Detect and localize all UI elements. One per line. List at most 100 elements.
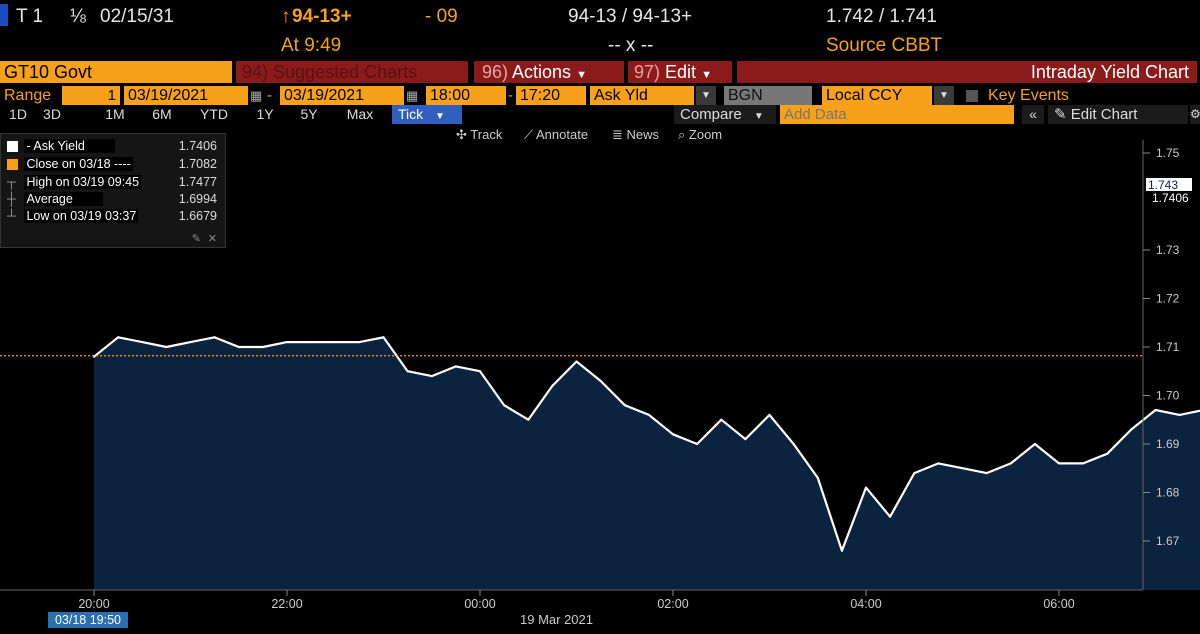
legend-value-low: 1.6679 bbox=[178, 209, 217, 223]
legend-label-close: Close on 03/18 ---- bbox=[24, 157, 133, 171]
ask-yield-point bbox=[1154, 409, 1157, 411]
last-price: 94-13+ bbox=[292, 6, 352, 27]
edit-label: Edit bbox=[665, 62, 697, 82]
compare-label: Compare bbox=[680, 106, 742, 123]
ask-yield-point bbox=[768, 413, 771, 416]
news-icon: ≣ bbox=[612, 127, 623, 142]
edit-number: 97) bbox=[634, 62, 661, 82]
legend-row-close[interactable]: Close on 03/18 ---- bbox=[7, 156, 133, 173]
tab-5y[interactable]: 5Y bbox=[300, 106, 318, 122]
ask-yield-point bbox=[599, 379, 602, 382]
legend-value-ask-yield: 1.7406 bbox=[178, 139, 217, 153]
settings-gear-icon[interactable]: ⚙ bbox=[1190, 105, 1200, 124]
news-tool[interactable]: ≣ News bbox=[612, 127, 659, 143]
time-range-dash: - bbox=[508, 87, 513, 104]
ask-yield-point bbox=[165, 346, 168, 348]
pin-icon[interactable]: ✎ bbox=[191, 233, 201, 245]
legend-row-average[interactable]: ┼ Average bbox=[7, 191, 103, 208]
annotate-line-icon: ⟋ bbox=[524, 127, 534, 142]
ask-yield-point bbox=[551, 384, 554, 387]
security-field[interactable]: GT10 Govt bbox=[0, 61, 232, 83]
end-date-field[interactable]: 03/19/2021 bbox=[280, 86, 404, 105]
bid-ask-size: -- x -- bbox=[608, 35, 654, 56]
tab-tick-dropdown-icon: ▼ bbox=[435, 111, 445, 122]
tab-1y[interactable]: 1Y bbox=[256, 106, 274, 122]
start-time-field[interactable]: 18:00 bbox=[426, 86, 506, 105]
legend-row-high[interactable]: ┬ High on 03/19 09:45 bbox=[7, 174, 142, 191]
edit-menu[interactable]: 97) Edit ▼ bbox=[628, 61, 732, 83]
ask-yield-point bbox=[985, 472, 988, 475]
ask-yield-point bbox=[286, 341, 288, 344]
price-change: - 09 bbox=[425, 6, 458, 27]
start-date-field[interactable]: 03/19/2021 bbox=[124, 86, 248, 105]
ask-yield-point bbox=[720, 418, 723, 421]
y-tick-label: 1.68 bbox=[1156, 486, 1180, 500]
edit-chart-button[interactable]: ✎ Edit Chart bbox=[1048, 105, 1188, 124]
end-time-field[interactable]: 17:20 bbox=[516, 86, 586, 105]
collapse-double-chevron-icon[interactable]: « bbox=[1022, 105, 1044, 124]
tab-1m[interactable]: 1M bbox=[105, 106, 125, 122]
field-dropdown-icon[interactable]: ▼ bbox=[696, 86, 716, 105]
field-select[interactable]: Ask Yld bbox=[590, 86, 694, 105]
x-tick-label: 22:00 bbox=[271, 597, 302, 611]
edit-chart-label: Edit Chart bbox=[1070, 106, 1138, 123]
ask-yield-point bbox=[310, 341, 313, 344]
y-tick-label: 1.73 bbox=[1156, 243, 1180, 257]
y-tick-label: 1.71 bbox=[1156, 340, 1180, 354]
ask-yield-point bbox=[1106, 452, 1109, 455]
ask-yield-point bbox=[1082, 462, 1085, 465]
compare-menu[interactable]: Compare ▼ bbox=[674, 105, 776, 124]
tab-tick-label: Tick bbox=[398, 106, 424, 122]
ask-yield-point bbox=[1009, 462, 1012, 465]
legend-value-high: 1.7477 bbox=[178, 175, 217, 189]
tab-6m[interactable]: 6M bbox=[152, 106, 172, 122]
chart-legend: - Ask Yield 1.7406 Close on 03/18 ---- 1… bbox=[0, 133, 226, 248]
ask-yield-area bbox=[94, 337, 1200, 590]
ask-yield-point bbox=[454, 365, 457, 368]
range-label: Range bbox=[4, 87, 52, 104]
start-calendar-icon[interactable]: ▦ bbox=[250, 88, 263, 103]
magnifier-icon: ⌕ bbox=[678, 127, 686, 142]
tab-tick[interactable]: Tick ▼ bbox=[392, 105, 462, 124]
tab-ytd[interactable]: YTD bbox=[200, 106, 228, 122]
currency-select[interactable]: Local CCY bbox=[822, 86, 932, 105]
yield-chart[interactable]: 1.67 1.68 1.69 1.70 1.71 1.72 1.73 1.75 20:00 22… bbox=[0, 130, 1200, 634]
ask-yield-point bbox=[334, 341, 337, 344]
actions-menu[interactable]: 96) Actions ▼ bbox=[474, 61, 624, 83]
track-tool[interactable]: ✣ Track bbox=[456, 127, 502, 143]
coupon-fraction: ⅛ bbox=[70, 6, 86, 27]
suggested-charts-button[interactable]: 94) Suggested Charts bbox=[236, 61, 468, 83]
zoom-tool[interactable]: ⌕ Zoom bbox=[678, 127, 722, 143]
ask-yield-point bbox=[527, 418, 530, 421]
ask-yield-point bbox=[961, 467, 964, 470]
tab-3d[interactable]: 3D bbox=[43, 106, 61, 122]
date-axis-label: 19 Mar 2021 bbox=[520, 612, 593, 627]
ask-yield-point bbox=[382, 336, 385, 339]
end-calendar-icon[interactable]: ▦ bbox=[406, 88, 419, 103]
track-label: Track bbox=[470, 127, 503, 142]
pricing-source-field[interactable]: BGN bbox=[724, 86, 812, 105]
currency-dropdown-icon[interactable]: ▼ bbox=[934, 86, 954, 105]
x-tick-label: 20:00 bbox=[78, 597, 109, 611]
average-marker-icon: ┼ bbox=[7, 192, 16, 206]
tab-1d[interactable]: 1D bbox=[9, 106, 27, 122]
security-marker bbox=[0, 4, 8, 26]
legend-row-ask-yield[interactable]: - Ask Yield bbox=[7, 138, 115, 155]
annotate-tool[interactable]: ⟋ Annotate bbox=[524, 127, 588, 143]
legend-row-low[interactable]: ┴ Low on 03/19 03:37 bbox=[7, 208, 139, 225]
legend-label-low: Low on 03/19 03:37 bbox=[24, 209, 139, 223]
news-label: News bbox=[626, 127, 660, 142]
ask-yield-point bbox=[744, 438, 747, 441]
ask-yield-point bbox=[1130, 428, 1133, 431]
range-number-field[interactable]: 1 bbox=[62, 86, 120, 105]
suggested-charts-label: 94) Suggested Charts bbox=[242, 62, 418, 82]
close-icon[interactable]: ✕ bbox=[207, 233, 217, 245]
add-data-input[interactable] bbox=[780, 105, 1014, 124]
ask-yield-point bbox=[406, 370, 409, 373]
x-tick-label: 02:00 bbox=[657, 597, 688, 611]
ask-yield-point bbox=[672, 433, 674, 436]
tab-max[interactable]: Max bbox=[346, 106, 374, 122]
ask-yield-point bbox=[937, 462, 940, 465]
key-events-checkbox[interactable] bbox=[966, 90, 978, 102]
start-time-tag: 03/18 19:50 bbox=[48, 612, 128, 628]
